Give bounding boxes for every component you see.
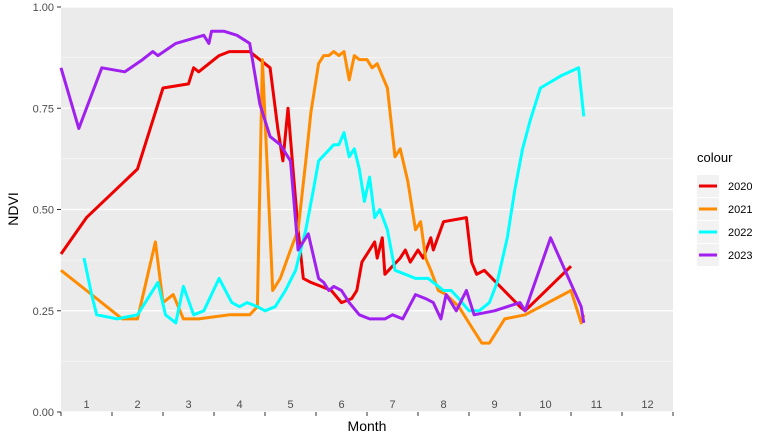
series-line-2022	[82, 66, 586, 325]
month-label: 10	[539, 399, 551, 411]
y-tick-label: 0.25	[33, 306, 54, 318]
y-tick-label: 1.00	[33, 2, 54, 14]
series-line-2020	[59, 50, 573, 313]
y-axis-title: NDVI	[5, 192, 21, 225]
x-axis: 1 2 3 4 5 6 7 8 9 10 11 12	[60, 399, 674, 416]
series-lines	[59, 29, 586, 345]
month-label: 11	[591, 399, 602, 411]
legend-label-2022: 2022	[728, 227, 752, 239]
y-axis: 0.00 0.25 0.50 0.75 1.00	[33, 2, 61, 419]
month-label: 8	[440, 399, 446, 411]
month-label: 12	[641, 399, 653, 411]
legend-label-2021: 2021	[728, 204, 752, 216]
y-tick-label: 0.50	[33, 205, 54, 217]
month-label: 4	[236, 399, 242, 411]
legend-title: colour	[697, 150, 733, 165]
legend-label-2023: 2023	[728, 250, 752, 262]
x-axis-title: Month	[348, 418, 387, 434]
month-label: 9	[491, 399, 497, 411]
series-line-2023	[59, 29, 586, 324]
y-tick-label: 0.75	[33, 103, 54, 115]
y-tick-label: 0.00	[33, 407, 54, 419]
legend-label-2020: 2020	[728, 181, 752, 193]
grid-lines	[61, 6, 673, 413]
series-line-2021	[60, 50, 586, 345]
month-label: 5	[287, 399, 293, 411]
legend-items: 2020 2021 2022 2023	[697, 175, 752, 266]
month-label: 1	[83, 399, 89, 411]
month-label: 7	[389, 399, 395, 411]
legend: colour 2020 2021 2022 2023	[697, 150, 752, 266]
month-label: 6	[338, 399, 344, 411]
month-label: 2	[134, 399, 140, 411]
month-label: 3	[185, 399, 191, 411]
